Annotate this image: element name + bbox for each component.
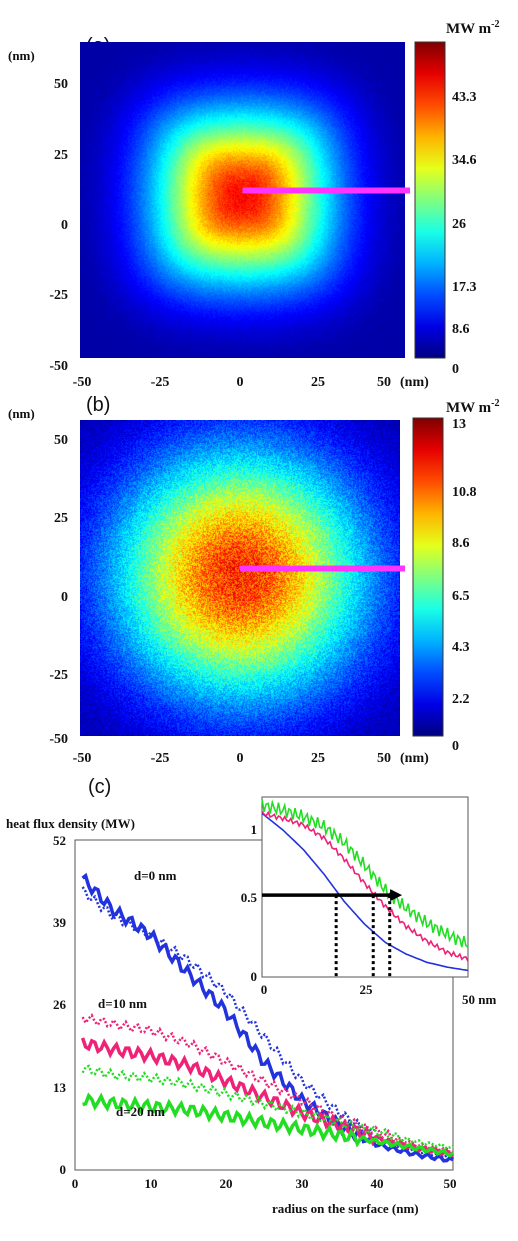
inset-plot-area xyxy=(261,796,469,978)
panel-b-label: (b) xyxy=(86,394,110,416)
panel-a-heatmap xyxy=(80,42,405,358)
panel-b-colorbar-label: MW m-2 xyxy=(446,398,499,416)
panel-a-colorbar-label: MW m-2 xyxy=(446,19,499,37)
inset-series-line-1 xyxy=(261,810,469,962)
panel-b-colorbar-ticks: 13 10.8 8.6 6.5 4.3 2.2 0 xyxy=(452,417,477,754)
panel-c-x-tick: 10 xyxy=(145,1176,158,1191)
panel-b-x-tick: -50 xyxy=(73,751,92,766)
panel-a-x-unit: (nm) xyxy=(400,375,429,390)
panel-b-y-tick: -50 xyxy=(49,732,68,747)
inset-plot: 0 0.5 1 0 25 50 nm xyxy=(241,796,496,1007)
panel-b-colorbar-tick: 4.3 xyxy=(452,640,470,655)
panel-c-y-tick: 39 xyxy=(53,915,67,930)
panel-a-x-tick: -25 xyxy=(151,375,170,390)
panel-b-x-unit: (nm) xyxy=(400,751,429,766)
panel-b-y-unit: (nm) xyxy=(8,406,35,421)
panel-b-y-tick: 25 xyxy=(54,511,68,526)
panel-a-colorbar-tick: 43.3 xyxy=(452,90,477,105)
inset-series-line-2 xyxy=(261,799,469,948)
inset-y-tick: 0.5 xyxy=(241,890,258,905)
panel-b: (b) (nm) 50 25 0 -25 -50 -50 -25 0 25 50… xyxy=(8,394,499,766)
panel-b-colorbar-tick: 8.6 xyxy=(452,536,470,551)
panel-c-x-label: radius on the surface (nm) xyxy=(272,1201,419,1216)
half-max-arrow-head xyxy=(390,889,403,902)
panel-c-x-tick: 0 xyxy=(72,1176,79,1191)
panel-b-colorbar-tick: 6.5 xyxy=(452,589,470,604)
panel-c-y-label: heat flux density (MW) xyxy=(6,816,135,831)
panel-b-x-tick: -25 xyxy=(151,751,170,766)
panel-c-x-ticks: 0 10 20 30 40 50 xyxy=(72,1176,457,1191)
panel-a: (a) (nm) 50 25 0 -25 -50 -50 -25 0 25 50… xyxy=(8,19,499,390)
panel-b-colorbar-tick: 0 xyxy=(452,739,459,754)
panel-a-x-tick: -50 xyxy=(73,375,92,390)
inset-y-tick: 1 xyxy=(251,822,258,837)
panel-a-colorbar xyxy=(414,41,446,359)
panel-a-colorbar-tick: 17.3 xyxy=(452,280,477,295)
series-line-5 xyxy=(81,1064,454,1150)
inset-x-tick: 50 nm xyxy=(462,992,496,1007)
inset-x-tick: 0 xyxy=(261,982,268,997)
annotation-d20: d=20 nm xyxy=(116,1104,165,1119)
panel-a-y-tick: -50 xyxy=(49,359,68,374)
panel-c-x-tick: 50 xyxy=(444,1176,457,1191)
panel-a-y-unit: (nm) xyxy=(8,48,35,63)
annotation-d10: d=10 nm xyxy=(98,996,147,1011)
panel-a-y-tick: -25 xyxy=(49,288,68,303)
panel-c-label: (c) xyxy=(88,776,111,798)
panel-a-y-tick: 25 xyxy=(54,148,68,163)
panel-c-series xyxy=(80,872,455,1163)
panel-c-y-tick: 13 xyxy=(53,1080,67,1095)
panel-a-x-tick: 25 xyxy=(311,375,325,390)
panel-b-heatmap xyxy=(80,420,400,736)
panel-c-y-tick: 26 xyxy=(53,997,67,1012)
panel-c-y-tick: 52 xyxy=(53,833,66,848)
panel-b-y-tick: -25 xyxy=(49,668,68,683)
panel-a-ticks: 50 25 0 -25 -50 -50 -25 0 25 50 (nm) xyxy=(49,77,429,390)
panel-a-colorbar-tick: 26 xyxy=(452,217,466,232)
inset-series xyxy=(261,799,469,972)
panel-b-x-tick: 50 xyxy=(377,751,391,766)
panel-b-x-tick: 25 xyxy=(311,751,325,766)
annotation-d0: d=0 nm xyxy=(134,868,177,883)
inset-series-line-0 xyxy=(261,812,469,972)
panel-b-colorbar xyxy=(412,417,444,737)
panel-a-y-tick: 0 xyxy=(61,218,68,233)
panel-c: (c) heat flux density (MW) 0 13 26 39 52… xyxy=(6,776,496,1216)
inset-x-tick: 25 xyxy=(360,982,374,997)
panel-a-colorbar-tick: 8.6 xyxy=(452,322,470,337)
panel-a-colorbar-tick: 0 xyxy=(452,362,459,377)
panel-b-y-tick: 0 xyxy=(61,590,68,605)
panel-a-colorbar-ticks: 43.3 34.6 26 17.3 8.6 0 xyxy=(452,90,477,377)
panel-a-x-tick: 0 xyxy=(237,375,244,390)
panel-c-x-tick: 30 xyxy=(296,1176,309,1191)
series-line-4 xyxy=(82,1092,455,1158)
panel-a-y-tick: 50 xyxy=(54,77,68,92)
panel-b-colorbar-tick: 13 xyxy=(452,417,466,432)
panel-b-colorbar-tick: 2.2 xyxy=(452,692,470,707)
panel-b-y-tick: 50 xyxy=(54,433,68,448)
panel-c-y-tick: 0 xyxy=(60,1162,67,1177)
panel-c-y-ticks: 0 13 26 39 52 xyxy=(53,833,67,1177)
panel-a-x-tick: 50 xyxy=(377,375,391,390)
panel-a-colorbar-tick: 34.6 xyxy=(452,153,477,168)
half-max-markers xyxy=(334,895,392,977)
panel-b-x-tick: 0 xyxy=(237,751,244,766)
panel-b-colorbar-tick: 10.8 xyxy=(452,485,477,500)
panel-c-x-tick: 20 xyxy=(220,1176,233,1191)
panel-b-ticks: 50 25 0 -25 -50 -50 -25 0 25 50 (nm) xyxy=(49,433,429,766)
panel-c-x-tick: 40 xyxy=(371,1176,384,1191)
inset-y-tick: 0 xyxy=(251,969,258,984)
